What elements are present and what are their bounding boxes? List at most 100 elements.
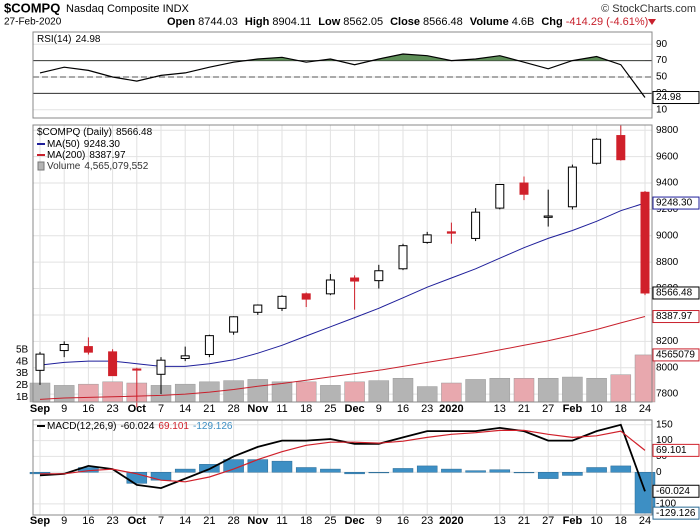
x-tick-label: 23	[421, 403, 433, 415]
volume-tick-label: 3B	[16, 368, 29, 379]
x-tick-label: Sep	[30, 515, 50, 527]
stat-label: Chg	[541, 16, 562, 28]
y-tick-label: 0	[656, 467, 662, 478]
x-tick-label: 2020	[439, 515, 463, 527]
histogram-bar	[537, 472, 559, 479]
histogram-bar	[320, 468, 341, 473]
x-tick-label: 18	[300, 515, 312, 527]
stat-value: 8566.48	[423, 16, 463, 28]
candle-body	[156, 359, 166, 375]
ma-legend: MA(50) 9248.30	[47, 139, 120, 150]
volume-bar	[489, 378, 511, 403]
macd-tag: -129.126	[656, 508, 696, 519]
date: 27-Feb-2020	[4, 17, 62, 28]
histogram-bar	[489, 469, 511, 473]
price-tag-box	[652, 286, 700, 300]
y-tick-label: 7800	[656, 389, 679, 400]
stat-label: High	[245, 16, 270, 28]
x-tick-label: 9	[61, 515, 67, 527]
x-tick-label: 23	[421, 515, 433, 527]
rsi-line	[39, 53, 646, 98]
macd-value: -129.126	[193, 421, 233, 432]
volume-value: 4,565,079,552	[84, 161, 148, 172]
volume-bar	[392, 378, 414, 403]
y-tick-label: 9800	[656, 125, 679, 136]
moving-average	[39, 316, 646, 400]
x-tick-label: 13	[494, 403, 506, 415]
y-tick-label: 70	[656, 55, 668, 66]
histogram-bar	[392, 468, 414, 473]
panel-frame	[32, 419, 653, 516]
volume-bar	[223, 380, 244, 403]
candle-body	[301, 293, 311, 300]
ma-name: MA(50)	[47, 139, 80, 150]
macd-tag: -60.024	[656, 486, 690, 497]
stat-label: Close	[390, 16, 420, 28]
macd-tag: 69.101	[656, 445, 687, 456]
volume-bar	[295, 381, 317, 403]
x-tick-label: Nov	[247, 515, 269, 527]
moving-average	[39, 202, 646, 367]
macd-tag-box	[652, 484, 700, 498]
x-tick-label: 16	[397, 515, 409, 527]
x-tick-label: 24	[639, 515, 651, 527]
volume-name: Volume	[47, 161, 81, 172]
volume-bar	[586, 378, 607, 403]
x-tick-label: 21	[518, 515, 530, 527]
ma-name: MA(200)	[47, 150, 85, 161]
volume-tag: 4565079	[656, 350, 695, 361]
volume-tick-label: 5B	[16, 344, 29, 355]
x-tick-label: Feb	[563, 515, 583, 527]
macd-value: -60.024	[120, 421, 154, 432]
rsi-fill	[40, 54, 645, 61]
y-tick-label: 9600	[656, 151, 679, 162]
histogram-bar	[465, 470, 486, 473]
x-tick-label: 10	[590, 515, 602, 527]
x-tick-label: 13	[494, 515, 506, 527]
panel-bg	[33, 32, 652, 118]
x-tick-label: 7	[158, 403, 164, 415]
histogram-bar	[247, 459, 269, 473]
candle-body	[325, 279, 335, 295]
stat-value: 8562.05	[343, 16, 383, 28]
volume-bar	[102, 381, 123, 403]
x-tick-label: 18	[615, 403, 627, 415]
candle-body	[132, 368, 142, 371]
x-tick-label: 23	[106, 515, 118, 527]
y-tick-label: 8200	[656, 336, 679, 347]
macd-tag-box	[652, 443, 700, 457]
candle-body	[35, 353, 45, 371]
x-tick-label: Oct	[128, 515, 147, 527]
price-last: 8566.48	[116, 127, 153, 138]
volume-bar	[441, 382, 462, 403]
x-tick-label: Dec	[345, 403, 365, 415]
rsi-tag: 24.98	[656, 92, 681, 103]
ma-tag: 9248.30	[656, 198, 693, 209]
y-tick-label: 10	[656, 104, 668, 115]
x-tick-label: Oct	[128, 403, 147, 415]
volume-bar	[537, 378, 559, 403]
x-tick-label: 9	[376, 403, 382, 415]
x-tick-label: 9	[376, 515, 382, 527]
volume-bar	[320, 385, 341, 403]
y-tick-label: 8800	[656, 257, 679, 268]
macd-line	[39, 423, 646, 492]
histogram-bar	[150, 472, 172, 481]
histogram-bar	[368, 472, 390, 474]
x-tick-label: 18	[615, 515, 627, 527]
candle-body	[374, 270, 384, 282]
histogram-bar	[174, 468, 196, 473]
candle-body	[108, 351, 118, 377]
rsi-name: RSI(14)	[37, 34, 71, 45]
index-name: Nasdaq Composite INDX	[66, 3, 190, 15]
volume-bar	[344, 381, 365, 403]
candle-body	[616, 135, 626, 161]
candle-body	[543, 215, 553, 218]
stat-value: 8744.03	[198, 16, 238, 28]
x-tick-label: 14	[179, 403, 191, 415]
y-tick-label: 90	[656, 39, 668, 50]
x-tick-label: 28	[227, 403, 239, 415]
candle-body	[446, 231, 456, 234]
histogram-bar	[344, 472, 365, 475]
